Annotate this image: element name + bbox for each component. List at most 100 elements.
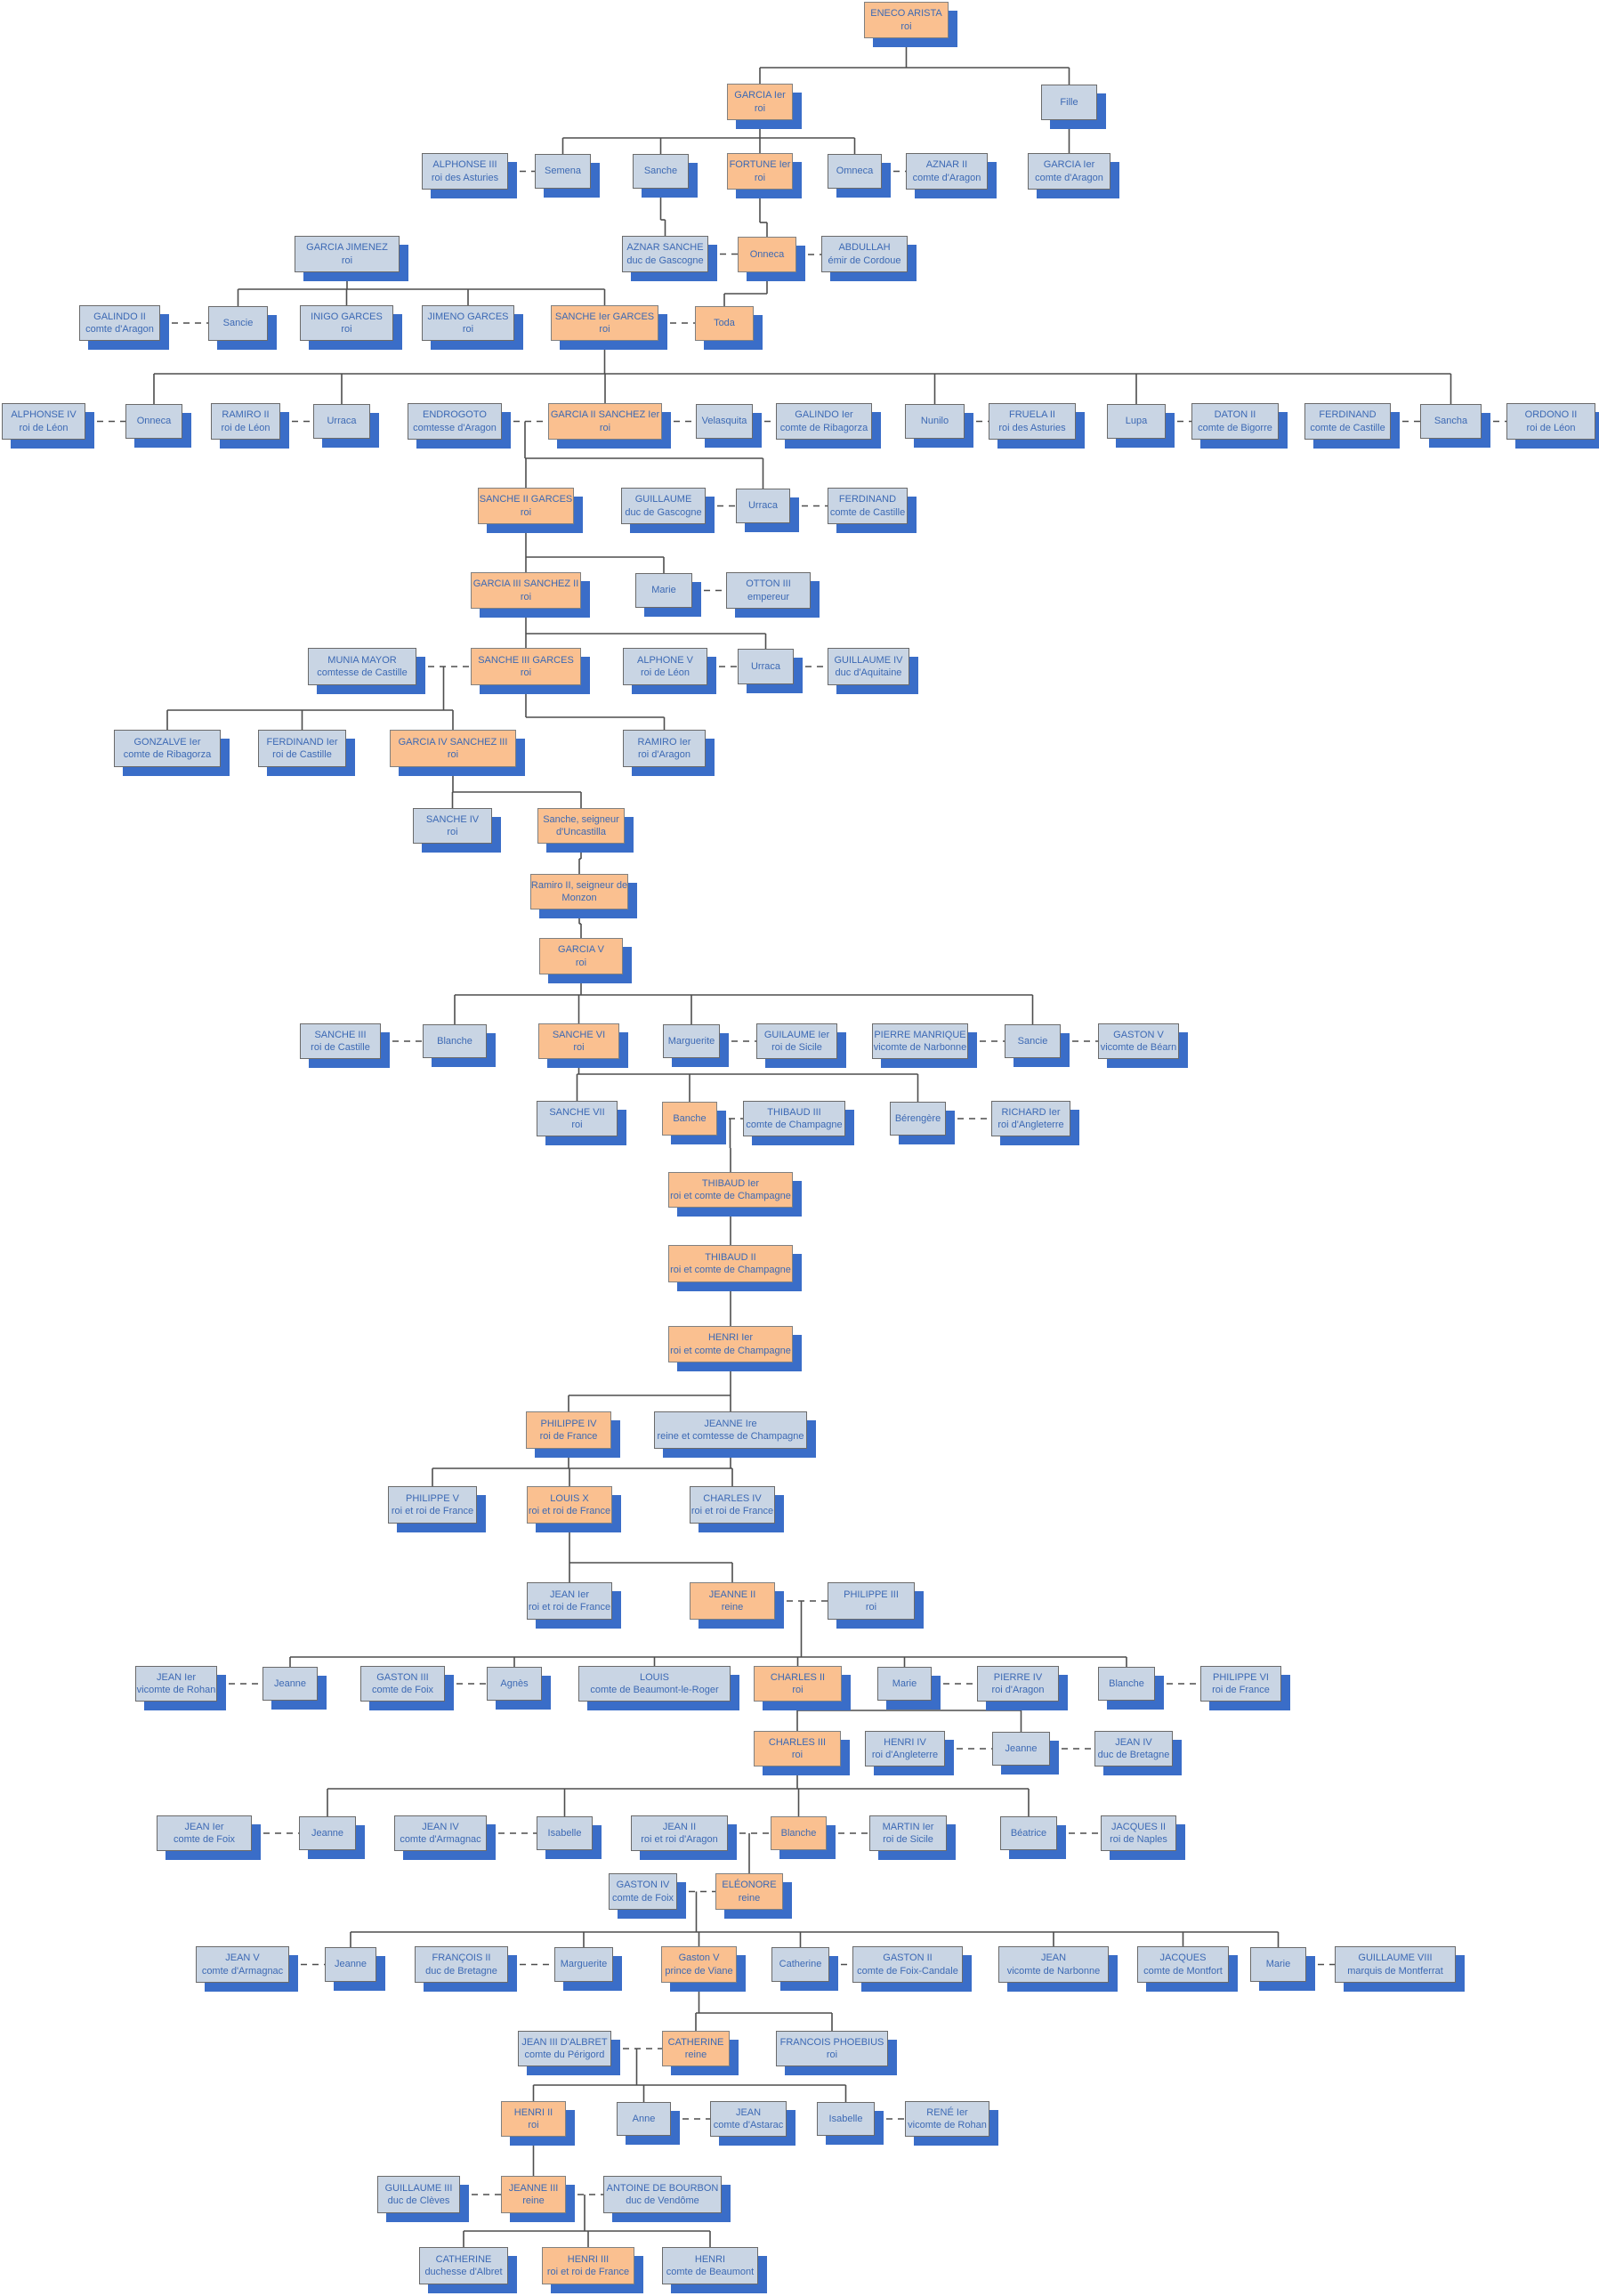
tree-node-alphonse4[interactable]: ALPHONSE IV roi de Léon bbox=[2, 403, 85, 440]
tree-node-jeanastarac[interactable]: JEAN comte d'Astarac bbox=[710, 2101, 787, 2137]
tree-node-ordono2[interactable]: ORDONO II roi de Léon bbox=[1506, 403, 1595, 440]
tree-node-jean1foix[interactable]: JEAN Ier comte de Foix bbox=[157, 1815, 252, 1851]
tree-node-banche[interactable]: Banche bbox=[662, 1102, 717, 1136]
tree-node-marie_r22[interactable]: Marie bbox=[877, 1667, 932, 1701]
tree-node-richard1[interactable]: RICHARD Ier roi d'Angleterre bbox=[991, 1101, 1070, 1136]
tree-node-catherine_reine[interactable]: CATHERINE reine bbox=[662, 2031, 730, 2066]
tree-node-fille[interactable]: Fille bbox=[1041, 85, 1097, 120]
tree-node-fruela2[interactable]: FRUELA II roi des Asturies bbox=[989, 403, 1076, 440]
tree-node-otton3[interactable]: OTTON III empereur bbox=[726, 572, 811, 609]
tree-node-sanche3g[interactable]: SANCHE III GARCES roi bbox=[471, 648, 581, 685]
tree-node-francois2[interactable]: FRANÇOIS II duc de Bretagne bbox=[415, 1946, 508, 1983]
tree-node-isabelle_r24[interactable]: Isabelle bbox=[537, 1816, 593, 1850]
tree-node-philippe4[interactable]: PHILIPPE IV roi de France bbox=[526, 1411, 611, 1449]
tree-node-guilaume1[interactable]: GUILAUME Ier roi de Sicile bbox=[756, 1023, 837, 1059]
tree-node-ramiro2[interactable]: RAMIRO II roi de Léon bbox=[211, 403, 280, 440]
tree-node-lupa[interactable]: Lupa bbox=[1107, 404, 1166, 439]
tree-node-jacques2[interactable]: JACQUES II roi de Naples bbox=[1101, 1815, 1176, 1851]
tree-node-martin1[interactable]: MARTIN Ier roi de Sicile bbox=[869, 1815, 947, 1851]
tree-node-alphonse3[interactable]: ALPHONSE III roi des Asturies bbox=[422, 153, 508, 190]
tree-node-garcia4[interactable]: GARCIA IV SANCHEZ III roi bbox=[390, 730, 516, 767]
tree-node-gaston4[interactable]: GASTON IV comte de Foix bbox=[609, 1873, 677, 1910]
tree-node-sanche_r3[interactable]: Sanche bbox=[633, 154, 689, 189]
tree-node-guill3cleves[interactable]: GUILLAUME III duc de Clèves bbox=[377, 2176, 460, 2213]
tree-node-sancheunca[interactable]: Sanche, seigneur d'Uncastilla bbox=[537, 808, 625, 844]
tree-node-henri1ch[interactable]: HENRI Ier roi et comte de Champagne bbox=[668, 1326, 793, 1362]
tree-node-gaston3[interactable]: GASTON III comte de Foix bbox=[360, 1666, 445, 1702]
tree-node-henri4[interactable]: HENRI IV roi d'Angleterre bbox=[865, 1731, 945, 1766]
tree-node-urraca_r6[interactable]: Urraca bbox=[313, 404, 370, 439]
tree-node-jacquesmont[interactable]: JACQUES comte de Montfort bbox=[1137, 1946, 1229, 1983]
tree-node-antoine[interactable]: ANTOINE DE BOURBON duc de Vendôme bbox=[603, 2176, 722, 2213]
tree-node-sanche6[interactable]: SANCHE VI roi bbox=[538, 1023, 619, 1059]
tree-node-ferdcast2[interactable]: FERDINAND comte de Castille bbox=[828, 488, 908, 524]
tree-node-garciajim[interactable]: GARCIA JIMENEZ roi bbox=[295, 236, 400, 272]
tree-node-beatrice[interactable]: Béatrice bbox=[1000, 1816, 1057, 1850]
tree-node-garcia3[interactable]: GARCIA III SANCHEZ II roi bbox=[471, 572, 581, 609]
tree-node-ferd1[interactable]: FERDINAND Ier roi de Castille bbox=[258, 730, 346, 767]
tree-node-marie_r8[interactable]: Marie bbox=[635, 573, 692, 608]
tree-node-philippe5[interactable]: PHILIPPE V roi et roi de France bbox=[388, 1486, 477, 1524]
tree-node-sanche7[interactable]: SANCHE VII roi bbox=[537, 1101, 618, 1136]
tree-node-guill4[interactable]: GUILLAUME IV duc d'Aquitaine bbox=[828, 648, 909, 685]
tree-node-henri3[interactable]: HENRI III roi et roi de France bbox=[542, 2247, 634, 2284]
tree-node-anne[interactable]: Anne bbox=[617, 2102, 671, 2136]
tree-node-garcia1ar[interactable]: GARCIA Ier comte d'Aragon bbox=[1028, 153, 1110, 190]
tree-node-marie_r26[interactable]: Marie bbox=[1250, 1947, 1306, 1982]
tree-node-sancie_r14[interactable]: Sancie bbox=[1005, 1024, 1061, 1058]
tree-node-sancie_r5[interactable]: Sancie bbox=[208, 306, 268, 341]
tree-node-sancha[interactable]: Sancha bbox=[1420, 404, 1482, 439]
tree-node-jean4bret[interactable]: JEAN IV duc de Bretagne bbox=[1094, 1731, 1173, 1766]
tree-node-marguerite_r14[interactable]: Marguerite bbox=[663, 1024, 720, 1058]
tree-node-guill8[interactable]: GUILLAUME VIII marquis de Montferrat bbox=[1335, 1946, 1456, 1983]
tree-node-jeanne1[interactable]: JEANNE Ire reine et comtesse de Champagne bbox=[654, 1411, 807, 1449]
tree-node-ferdcast[interactable]: FERDINAND comte de Castille bbox=[1304, 403, 1391, 440]
tree-node-jeanne2[interactable]: JEANNE II reine bbox=[690, 1582, 775, 1620]
tree-node-thibaud2[interactable]: THIBAUD II roi et comte de Champagne bbox=[668, 1245, 793, 1282]
tree-node-jeanne3[interactable]: JEANNE III reine bbox=[501, 2176, 566, 2213]
tree-node-endrogoto[interactable]: ENDROGOTO comtesse d'Aragon bbox=[408, 403, 502, 440]
tree-node-jeannarb[interactable]: JEAN vicomte de Narbonne bbox=[998, 1946, 1109, 1983]
tree-node-aznar2[interactable]: AZNAR II comte d'Aragon bbox=[906, 153, 988, 190]
tree-node-gastonvbearn[interactable]: GASTON V vicomte de Béarn bbox=[1098, 1023, 1179, 1059]
tree-node-garcia1roi[interactable]: GARCIA Ier roi bbox=[727, 84, 793, 120]
tree-node-isabelle_r28[interactable]: Isabelle bbox=[817, 2102, 875, 2136]
tree-node-urraca_r7[interactable]: Urraca bbox=[736, 489, 790, 523]
tree-node-galindo2[interactable]: GALINDO II comte d'Aragon bbox=[79, 305, 160, 341]
tree-node-semena[interactable]: Semena bbox=[535, 154, 591, 189]
tree-node-jeanne_r24[interactable]: Jeanne bbox=[299, 1816, 356, 1850]
tree-node-toda[interactable]: Toda bbox=[695, 306, 754, 341]
tree-node-aznarsanche[interactable]: AZNAR SANCHE duc de Gascogne bbox=[622, 236, 708, 272]
tree-node-rene1[interactable]: RENÉ Ier vicomte de Rohan bbox=[905, 2101, 989, 2137]
tree-node-sanche3cast[interactable]: SANCHE III roi de Castille bbox=[300, 1023, 381, 1059]
tree-node-jeanne_r22[interactable]: Jeanne bbox=[262, 1667, 318, 1701]
tree-node-inigo[interactable]: INIGO GARCES roi bbox=[300, 305, 393, 341]
tree-node-gaston2cand[interactable]: GASTON II comte de Foix-Candale bbox=[852, 1946, 963, 1983]
tree-node-philippe3[interactable]: PHILIPPE III roi bbox=[828, 1582, 915, 1620]
tree-node-sanche2[interactable]: SANCHE II GARCES roi bbox=[478, 488, 574, 524]
tree-node-jean2[interactable]: JEAN II roi et roi d'Aragon bbox=[631, 1815, 728, 1851]
tree-node-onneca_r6[interactable]: Onneca bbox=[125, 404, 182, 439]
tree-node-louisblr[interactable]: LOUIS comte de Beaumont-le-Roger bbox=[578, 1666, 731, 1702]
tree-node-urraca_r9[interactable]: Urraca bbox=[738, 649, 794, 684]
tree-node-onneca_r4[interactable]: Onneca bbox=[738, 237, 796, 272]
tree-node-thibaud3[interactable]: THIBAUD III comte de Champagne bbox=[743, 1101, 845, 1136]
tree-node-thibaud1[interactable]: THIBAUD Ier roi et comte de Champagne bbox=[668, 1172, 793, 1208]
tree-node-omneca[interactable]: Omneca bbox=[828, 154, 882, 189]
tree-node-catherine_r26[interactable]: Catherine bbox=[771, 1947, 829, 1982]
tree-node-guilgasc[interactable]: GUILLAUME duc de Gascogne bbox=[621, 488, 706, 524]
tree-node-galindo1[interactable]: GALINDO Ier comte de Ribagorza bbox=[776, 403, 872, 440]
tree-node-jean3albret[interactable]: JEAN III D'ALBRET comte du Périgord bbox=[518, 2031, 611, 2066]
tree-node-jean1fr[interactable]: JEAN Ier roi et roi de France bbox=[527, 1582, 612, 1620]
tree-node-blanche_r24[interactable]: Blanche bbox=[771, 1816, 827, 1850]
tree-node-louis10[interactable]: LOUIS X roi et roi de France bbox=[527, 1486, 612, 1524]
tree-node-berengere[interactable]: Bérengère bbox=[890, 1102, 946, 1136]
tree-node-jeanne_r26[interactable]: Jeanne bbox=[325, 1947, 376, 1982]
tree-node-charles3[interactable]: CHARLES III roi bbox=[754, 1731, 841, 1766]
tree-node-daton2[interactable]: DATON II comte de Bigorre bbox=[1191, 403, 1279, 440]
tree-node-henribeaumont[interactable]: HENRI comte de Beaumont bbox=[662, 2247, 758, 2284]
tree-node-ramiro1[interactable]: RAMIRO Ier roi d'Aragon bbox=[623, 730, 706, 767]
tree-node-abdullah[interactable]: ABDULLAH émir de Cordoue bbox=[821, 236, 908, 272]
tree-node-jeanne_r23[interactable]: Jeanne bbox=[992, 1732, 1050, 1766]
